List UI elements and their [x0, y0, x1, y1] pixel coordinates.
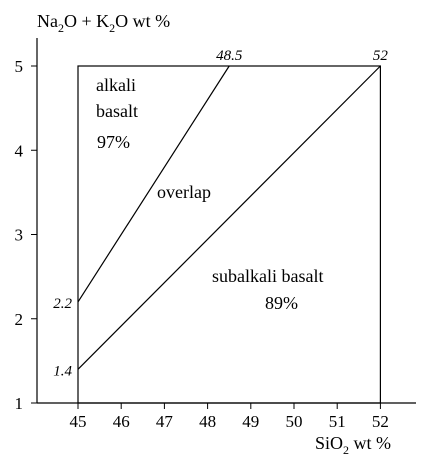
y-axis-title: Na2O + K2O wt % [37, 11, 170, 35]
alkali-label-line2: basalt [96, 101, 138, 121]
subalkali-percent: 89% [265, 293, 298, 313]
alkali-label-line1: alkali [96, 75, 136, 95]
alkali-boundary-line [77, 65, 230, 303]
y-axis-title-sub2a: 2 [58, 21, 64, 35]
y-axis-title-na: Na [37, 11, 58, 31]
subalkali-boundary-line [77, 65, 381, 370]
y-tick-label: 4 [15, 141, 24, 160]
y-axis-title-o-wt: O wt % [115, 11, 170, 31]
x-tick-label: 45 [70, 412, 87, 431]
subalkali-label: subalkali basalt [212, 266, 323, 286]
y-axis-title-sub2b: 2 [109, 21, 115, 35]
point-label-1-4: 1.4 [53, 363, 72, 379]
y-tick-label: 3 [15, 226, 24, 245]
x-tick-label: 46 [113, 412, 130, 431]
x-tick-label: 48 [199, 412, 216, 431]
point-label-52: 52 [373, 48, 389, 64]
y-tick-label: 2 [15, 310, 24, 329]
overlap-label: overlap [157, 182, 211, 202]
alkali-percent: 97% [97, 132, 130, 152]
x-axis-title-sio: SiO [315, 433, 343, 453]
point-label-48-5: 48.5 [216, 48, 243, 64]
x-tick-label: 51 [329, 412, 346, 431]
x-ticks: 45 46 47 48 49 50 51 52 [70, 403, 389, 431]
x-tick-label: 49 [242, 412, 259, 431]
point-label-2-2: 2.2 [53, 296, 72, 312]
x-tick-label: 52 [372, 412, 389, 431]
y-axis-title-o-plus-k: O + K [64, 11, 109, 31]
y-tick-label: 1 [15, 394, 24, 413]
x-axis-title: SiO2 wt % [315, 433, 391, 457]
y-tick-label: 5 [15, 57, 24, 76]
x-axis-title-wt: wt % [349, 433, 391, 453]
x-tick-label: 50 [286, 412, 303, 431]
y-ticks: 1 2 3 4 5 [15, 57, 37, 413]
x-axis-title-sub2: 2 [343, 443, 349, 457]
x-tick-label: 47 [156, 412, 174, 431]
